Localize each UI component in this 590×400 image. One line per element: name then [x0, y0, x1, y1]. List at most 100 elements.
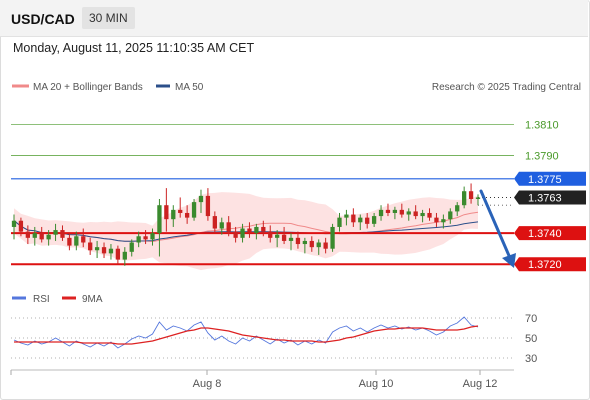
candle-body	[316, 242, 321, 248]
candle-body	[157, 205, 162, 234]
level-tag-1.3763	[514, 190, 586, 205]
candle	[275, 230, 280, 248]
forecast-arrow	[479, 189, 516, 268]
candle-body	[81, 236, 86, 243]
chart-header: USD/CAD 30 MIN	[0, 0, 588, 37]
rsi-tick-30: 30	[525, 353, 537, 365]
level-label-1.3740: 1.3740	[528, 228, 562, 240]
rsi-legend-label: RSI	[33, 294, 50, 305]
rsi-ma-legend-label: 9MA	[82, 294, 103, 305]
candle-body	[164, 205, 169, 220]
candle-body	[406, 211, 411, 215]
candle	[226, 216, 231, 237]
candle	[427, 208, 432, 221]
candle	[309, 236, 314, 252]
candle	[385, 203, 391, 217]
candle	[475, 194, 481, 206]
level-tag-1.3775	[514, 171, 586, 186]
candle	[212, 211, 217, 234]
level-label-1.3720: 1.3720	[528, 259, 562, 271]
candle-body	[53, 230, 58, 235]
candle	[295, 231, 301, 249]
candle	[330, 223, 335, 252]
candle	[399, 203, 404, 218]
candle	[351, 208, 356, 227]
candle-body	[281, 234, 287, 241]
candle	[448, 208, 453, 224]
candle-body	[191, 202, 197, 218]
candle	[268, 225, 273, 243]
level-label-1.3775: 1.3775	[528, 174, 562, 186]
candle	[420, 209, 425, 223]
candle	[184, 205, 190, 224]
candle	[108, 244, 114, 260]
rsi-tick-70: 70	[525, 313, 537, 325]
moving-averages	[13, 211, 479, 243]
candle-body	[150, 233, 155, 240]
candle-body	[365, 217, 370, 224]
candlesticks	[11, 183, 481, 266]
candle	[18, 217, 24, 237]
candle	[39, 226, 44, 243]
candle	[344, 209, 349, 226]
candle-body	[427, 212, 432, 218]
candle-body	[88, 242, 93, 251]
candle	[115, 245, 121, 265]
candle-body	[468, 191, 474, 199]
candle-body	[205, 195, 211, 217]
candle	[392, 206, 398, 220]
candle-body	[378, 209, 384, 217]
candle-body	[288, 237, 294, 241]
candle-body	[247, 228, 252, 234]
credit-text: Research © 2025 Trading Central	[432, 82, 581, 93]
ma50-line	[13, 220, 479, 242]
candle	[164, 188, 169, 232]
candle	[302, 237, 308, 254]
candle	[171, 205, 176, 227]
candle-body	[455, 205, 460, 212]
level-lines	[11, 124, 514, 266]
candle-body	[67, 237, 72, 246]
candle	[122, 247, 127, 266]
candle-body	[392, 209, 398, 213]
candle-body	[462, 191, 467, 206]
rsi-tick-50: 50	[525, 333, 537, 345]
candle	[378, 205, 384, 221]
candle-body	[226, 222, 231, 232]
candle	[178, 197, 183, 218]
symbol-title: USD/CAD	[11, 11, 75, 27]
candle-body	[178, 209, 183, 213]
level-labels: 1.3810 1.3790 1.3775 1.3763 1.3740 1.3720	[514, 119, 586, 272]
candle	[261, 220, 266, 237]
candle	[136, 231, 141, 248]
candle-body	[94, 247, 100, 251]
candle-body	[46, 234, 51, 240]
rsi-series-9MA	[14, 325, 479, 345]
candle	[455, 202, 460, 217]
forecast-arrow-shaft	[479, 189, 512, 260]
candle	[67, 233, 72, 251]
candle	[365, 212, 370, 229]
candle-body	[399, 209, 404, 215]
candle	[53, 223, 58, 241]
candle-body	[11, 220, 17, 227]
candle-body	[434, 217, 439, 223]
candle	[205, 188, 211, 221]
candle	[406, 208, 411, 221]
candle-body	[371, 216, 377, 224]
candle	[371, 212, 377, 227]
candle	[46, 230, 51, 246]
candle	[288, 233, 294, 251]
candle	[88, 237, 93, 255]
candle	[247, 222, 252, 238]
candle-body	[198, 195, 204, 203]
candle-body	[74, 236, 79, 246]
candle-body	[240, 228, 245, 238]
candle-body	[122, 251, 127, 260]
candle	[25, 225, 30, 245]
candle-body	[136, 236, 141, 243]
timeframe-button[interactable]: 30 MIN	[82, 7, 135, 29]
candle-body	[184, 212, 190, 218]
candle	[413, 205, 418, 220]
